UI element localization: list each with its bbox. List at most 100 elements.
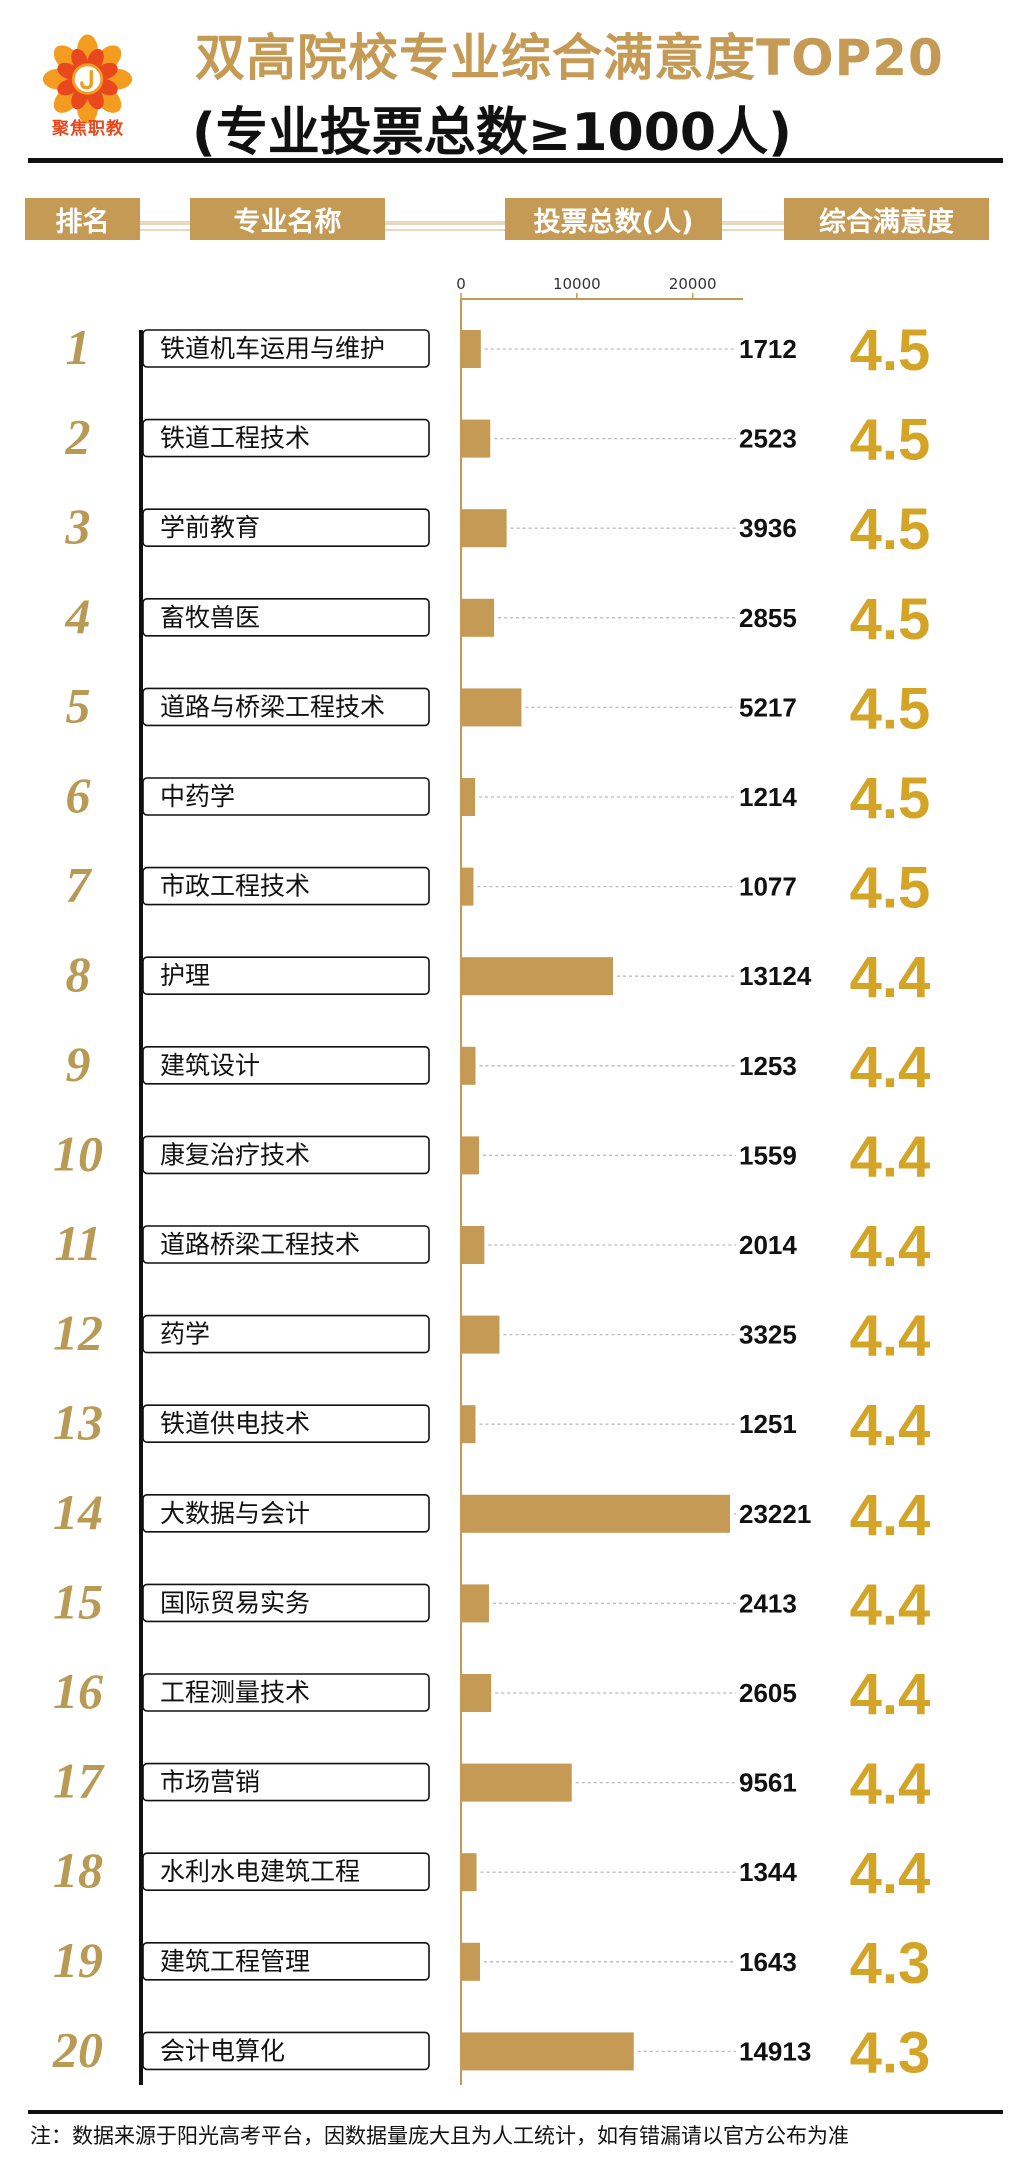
- rank-number: 15: [53, 1573, 103, 1629]
- rank-number: 14: [53, 1484, 103, 1540]
- satisfaction-score: 4.5: [850, 766, 931, 831]
- major-name: 中药学: [160, 782, 235, 811]
- votes-bar: [461, 330, 481, 368]
- satisfaction-score: 4.5: [850, 676, 931, 741]
- votes-value-label: 2413: [739, 1588, 797, 1618]
- major-name-box: [142, 956, 430, 996]
- major-name: 建筑设计: [160, 1051, 260, 1080]
- votes-bar: [461, 1136, 480, 1175]
- satisfaction-score: 4.4: [850, 1304, 931, 1369]
- satisfaction-score: 4.4: [850, 1841, 931, 1906]
- logo-flower-icon: [42, 34, 133, 124]
- major-name: 铁道机车运用与维护: [160, 334, 385, 363]
- major-name-box: [142, 1404, 430, 1443]
- footer-note: 注：数据来源于阳光高考平台，因数据量庞大且为人工统计，如有错漏请以官方公布为准: [30, 2124, 849, 2148]
- votes-value-label: 3325: [739, 1320, 797, 1350]
- major-name-box: [142, 1135, 430, 1175]
- major-name: 道路桥梁工程技术: [160, 1230, 360, 1259]
- satisfaction-score: 4.5: [850, 408, 931, 473]
- column-header-votes: 投票总数(人): [505, 198, 722, 240]
- major-name: 康复治疗技术: [160, 1140, 310, 1169]
- header-decor-line: [722, 229, 784, 231]
- rank-number: 10: [53, 1125, 103, 1181]
- satisfaction-score: 4.4: [850, 1035, 931, 1100]
- major-name: 工程测量技术: [160, 1678, 310, 1707]
- page-title: 双高院校专业综合满意度TOP20: [195, 29, 944, 87]
- satisfaction-score: 4.5: [850, 856, 931, 921]
- votes-bar: [461, 867, 474, 906]
- votes-bar: [461, 1315, 500, 1354]
- header-decor-line: [140, 229, 190, 231]
- votes-value-label: 23221: [739, 1499, 811, 1529]
- votes-bar: [461, 957, 614, 996]
- major-name-box: [142, 508, 430, 548]
- major-name-box: [142, 418, 430, 458]
- votes-bar: [461, 1674, 492, 1712]
- votes-bar: [461, 1853, 477, 1892]
- header-decor-line: [722, 221, 784, 225]
- x-tick-label: 0: [456, 275, 466, 293]
- major-name: 铁道供电技术: [160, 1409, 310, 1438]
- rank-number: 13: [53, 1394, 103, 1450]
- votes-value-label: 1559: [739, 1140, 797, 1170]
- votes-value-label: 9561: [739, 1768, 797, 1798]
- major-name-box: [142, 329, 430, 368]
- header-decor-line: [385, 229, 505, 231]
- major-name-box: [142, 1046, 430, 1085]
- satisfaction-score: 4.4: [850, 1572, 931, 1637]
- satisfaction-score: 4.4: [850, 1752, 931, 1817]
- votes-value-label: 1214: [739, 782, 797, 812]
- header-decor-line: [140, 221, 190, 225]
- major-name: 建筑工程管理: [160, 1947, 310, 1976]
- column-header-rank: 排名: [25, 198, 140, 240]
- rank-number: 11: [54, 1215, 101, 1271]
- footer-divider: [28, 2110, 1003, 2114]
- rank-number: 5: [66, 677, 91, 733]
- votes-bar: [461, 1584, 489, 1623]
- major-name-box: [142, 866, 430, 906]
- votes-value-label: 2855: [739, 603, 797, 633]
- rank-number: 18: [53, 1842, 103, 1898]
- major-name-box: [142, 1314, 430, 1354]
- major-name-box: [142, 1762, 430, 1802]
- votes-bar: [461, 1494, 730, 1533]
- votes-value-label: 1643: [739, 1947, 797, 1977]
- votes-bar: [461, 778, 476, 816]
- major-name: 药学: [160, 1320, 210, 1349]
- major-name-box: [142, 1852, 430, 1891]
- votes-value-label: 1712: [739, 334, 797, 364]
- votes-value-label: 1344: [739, 1857, 797, 1887]
- logo-text: 聚焦职教: [52, 119, 124, 139]
- title-divider: [28, 158, 1003, 163]
- votes-value-label: 2605: [739, 1678, 797, 1708]
- votes-value-label: 5217: [739, 692, 797, 722]
- rank-number: 1: [66, 319, 91, 375]
- satisfaction-score: 4.4: [850, 945, 931, 1010]
- votes-bar: [461, 509, 507, 548]
- satisfaction-score: 4.5: [850, 497, 931, 562]
- page-subtitle: (专业投票总数≥1000人): [192, 103, 792, 163]
- votes-bar: [461, 2032, 634, 2071]
- column-header-score: 综合满意度: [784, 198, 989, 240]
- votes-value-label: 13124: [739, 961, 812, 991]
- rank-number: 9: [66, 1036, 91, 1092]
- satisfaction-score: 4.4: [850, 1393, 931, 1458]
- votes-bar: [461, 1763, 572, 1802]
- votes-bar: [461, 1405, 476, 1444]
- major-name: 会计电算化: [160, 2036, 285, 2065]
- major-name: 市政工程技术: [160, 872, 310, 901]
- column-header-name: 专业名称: [190, 198, 385, 240]
- x-tick-label: 10000: [553, 275, 601, 293]
- votes-bar: [461, 419, 491, 458]
- major-name-box: [142, 597, 430, 637]
- votes-value-label: 1253: [739, 1051, 797, 1081]
- votes-bar: [461, 1046, 476, 1085]
- rank-number: 6: [66, 767, 91, 823]
- votes-value-label: 1077: [739, 872, 797, 902]
- rank-number: 17: [53, 1753, 105, 1809]
- votes-value-label: 1251: [739, 1409, 797, 1439]
- rank-number: 7: [66, 857, 93, 913]
- votes-value-label: 14913: [739, 2036, 811, 2066]
- satisfaction-score: 4.4: [850, 1124, 931, 1189]
- major-name: 畜牧兽医: [160, 603, 260, 632]
